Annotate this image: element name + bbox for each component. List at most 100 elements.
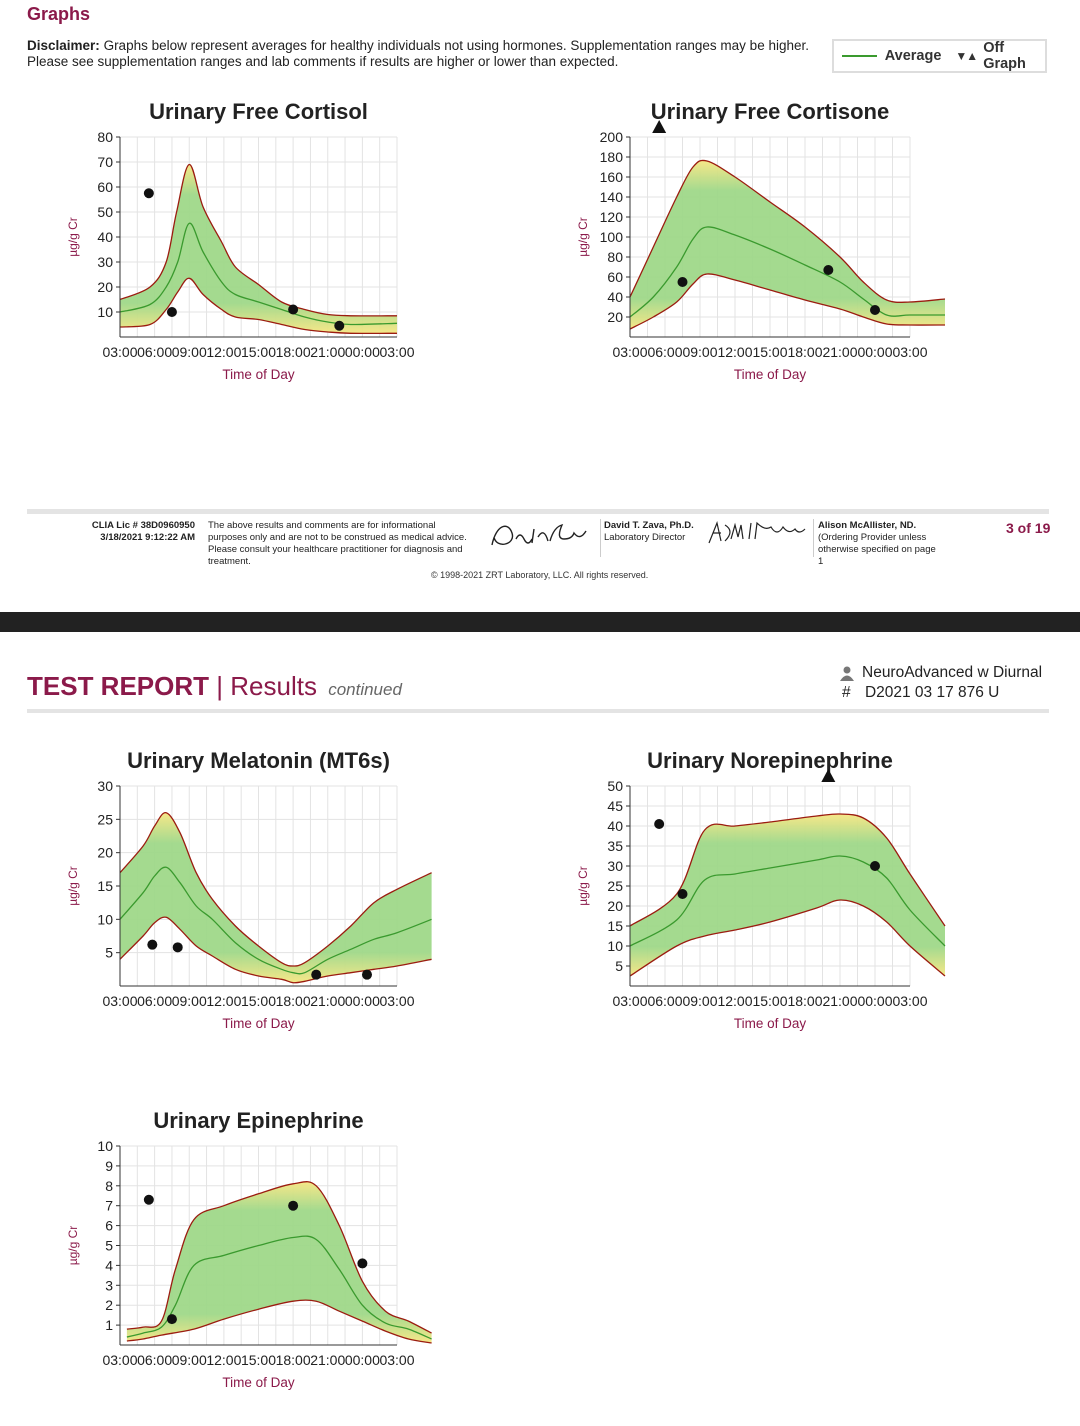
result-point [677, 889, 688, 899]
y-tick-label: 45 [607, 798, 623, 814]
result-point [870, 861, 880, 871]
x-tick-label: 15:00 [241, 1352, 276, 1368]
range-lower-line [629, 273, 946, 330]
y-tick-label: 40 [607, 289, 623, 305]
x-tick-label: 18:00 [276, 1352, 311, 1368]
y-tick-label: 180 [600, 149, 624, 165]
report-title-continued: continued [328, 680, 402, 699]
provider-name: Alison McAllister, ND. [818, 520, 917, 531]
y-tick-label: 10 [97, 1138, 113, 1154]
range-lower-line [629, 899, 946, 977]
footer-separator [600, 519, 601, 557]
x-axis-label: Time of Day [222, 1375, 295, 1390]
x-tick-label: 00:00 [345, 344, 380, 360]
reference-range-band [120, 164, 397, 334]
x-tick-label: 12:00 [206, 1352, 241, 1368]
y-tick-label: 30 [97, 778, 113, 794]
y-tick-label: 15 [97, 878, 113, 894]
y-tick-label: 30 [607, 858, 623, 874]
x-tick-label: 03:00 [102, 1352, 137, 1368]
disclaimer-text: Graphs below represent averages for heal… [27, 38, 809, 69]
panel-name-row: NeuroAdvanced w Diurnal [840, 664, 1042, 682]
y-tick-label: 15 [607, 918, 623, 934]
x-tick-label: 21:00 [822, 993, 857, 1009]
graph-legend: Average ▼▲ Off Graph [832, 39, 1047, 73]
legend-average-label: Average [884, 48, 942, 64]
copyright: © 1998-2021 ZRT Laboratory, LLC. All rig… [431, 570, 649, 580]
average-line [119, 222, 398, 326]
range-lower-line [119, 277, 398, 335]
reference-range-band [126, 1181, 432, 1343]
y-tick-label: 8 [105, 1178, 113, 1194]
average-line [119, 866, 432, 975]
y-tick-label: 60 [607, 269, 623, 285]
average-line-swatch [842, 55, 877, 57]
y-tick-label: 40 [607, 818, 623, 834]
y-tick-label: 80 [97, 129, 113, 145]
y-tick-label: 60 [97, 179, 113, 195]
result-point [654, 819, 665, 829]
range-upper-line [119, 812, 432, 967]
chart-title: Urinary Epinephrine [153, 1108, 363, 1133]
panel-id-row: # D2021 03 17 876 U [842, 684, 999, 702]
x-tick-label: 21:00 [310, 344, 345, 360]
x-tick-label: 06:00 [137, 344, 172, 360]
person-icon [840, 666, 854, 681]
page-break-bar [0, 612, 1080, 632]
x-tick-label: 18:00 [276, 344, 311, 360]
y-tick-label: 100 [600, 229, 624, 245]
chart-title: Urinary Norepinephrine [647, 748, 893, 773]
result-point [361, 969, 372, 980]
chart-grid [119, 785, 398, 986]
disclaimer: Disclaimer: Graphs below represent avera… [27, 38, 817, 70]
x-tick-label: 09:00 [682, 344, 717, 360]
footer-separator [813, 519, 814, 557]
result-point [166, 1314, 177, 1325]
x-tick-label: 03:00 [102, 344, 137, 360]
panel-id: D2021 03 17 876 U [864, 684, 1000, 701]
off-graph-marker [652, 120, 667, 133]
result-point [166, 307, 177, 317]
x-axis-label: Time of Day [734, 367, 807, 382]
reference-range-band [120, 812, 432, 983]
provider-signature [708, 520, 806, 544]
x-tick-label: 03:00 [612, 993, 647, 1009]
y-tick-label: 140 [600, 189, 624, 205]
y-axis-label: µg/g Cr [576, 217, 590, 257]
x-tick-label: 12:00 [206, 993, 241, 1009]
x-tick-label: 03:00 [379, 1352, 414, 1368]
footer-note: The above results and comments are for i… [208, 520, 467, 567]
y-tick-label: 10 [97, 304, 113, 320]
y-tick-label: 40 [97, 229, 113, 245]
report-title-results: Results [230, 671, 317, 701]
y-tick-label: 20 [97, 279, 113, 295]
x-axis-label: Time of Day [222, 367, 295, 382]
x-tick-label: 15:00 [241, 993, 276, 1009]
x-tick-label: 12:00 [717, 344, 752, 360]
y-tick-label: 7 [105, 1198, 113, 1214]
x-tick-label: 15:00 [241, 344, 276, 360]
x-tick-label: 18:00 [276, 993, 311, 1009]
director-signature [491, 523, 587, 546]
off-graph-marker [821, 769, 836, 782]
director-info: David T. Zava, Ph.D. Laboratory Director [604, 520, 694, 544]
panel-name: NeuroAdvanced w Diurnal [862, 664, 1043, 681]
x-axis-label: Time of Day [222, 1016, 295, 1031]
disclaimer-label: Disclaimer: [27, 38, 100, 53]
report-timestamp: 3/18/2021 9:12:22 AM [100, 532, 195, 543]
y-axis-label: µg/g Cr [66, 1226, 80, 1266]
range-lower-line [119, 916, 432, 984]
x-tick-label: 21:00 [310, 993, 345, 1009]
y-tick-label: 80 [607, 249, 623, 265]
result-point [823, 265, 834, 275]
y-tick-label: 20 [607, 309, 623, 325]
x-tick-label: 06:00 [647, 993, 682, 1009]
x-tick-label: 21:00 [822, 344, 857, 360]
x-tick-label: 12:00 [717, 993, 752, 1009]
page-number: 3 of 19 [1006, 520, 1051, 536]
y-tick-label: 200 [600, 129, 624, 145]
